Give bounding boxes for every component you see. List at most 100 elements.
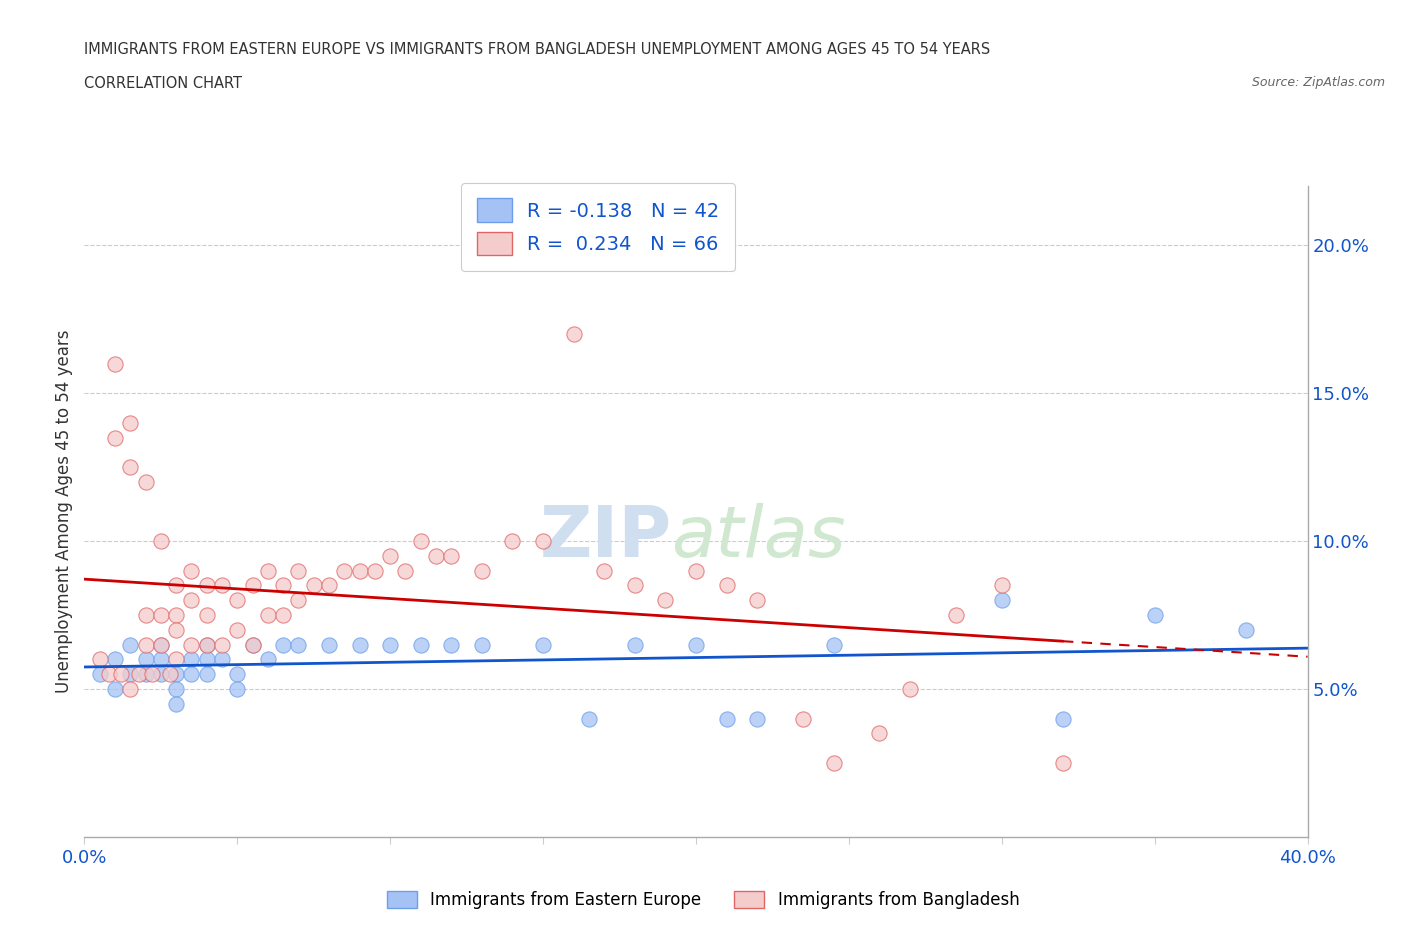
Legend: R = -0.138   N = 42, R =  0.234   N = 66: R = -0.138 N = 42, R = 0.234 N = 66: [461, 182, 735, 271]
Point: [471, 637, 494, 652]
Point: [242, 637, 264, 652]
Point: [425, 549, 447, 564]
Point: [89, 667, 111, 682]
Point: [120, 416, 142, 431]
Point: [1052, 711, 1074, 726]
Point: [180, 592, 202, 607]
Point: [440, 637, 463, 652]
Point: [624, 578, 647, 593]
Point: [165, 697, 187, 711]
Point: [135, 652, 157, 667]
Point: [685, 564, 707, 578]
Y-axis label: Unemployment Among Ages 45 to 54 years: Unemployment Among Ages 45 to 54 years: [55, 330, 73, 693]
Point: [440, 549, 463, 564]
Point: [226, 667, 249, 682]
Point: [195, 652, 218, 667]
Point: [195, 578, 218, 593]
Point: [195, 637, 218, 652]
Point: [380, 549, 402, 564]
Point: [624, 637, 647, 652]
Point: [823, 755, 845, 770]
Point: [165, 682, 187, 697]
Point: [409, 637, 432, 652]
Point: [747, 711, 769, 726]
Point: [792, 711, 814, 726]
Point: [257, 564, 280, 578]
Point: [149, 534, 172, 549]
Point: [104, 652, 127, 667]
Point: [89, 652, 111, 667]
Point: [898, 682, 921, 697]
Point: [180, 564, 202, 578]
Text: CORRELATION CHART: CORRELATION CHART: [84, 76, 242, 91]
Point: [180, 637, 202, 652]
Point: [226, 622, 249, 637]
Point: [578, 711, 600, 726]
Point: [1143, 607, 1166, 622]
Point: [823, 637, 845, 652]
Point: [135, 667, 157, 682]
Point: [120, 667, 142, 682]
Point: [211, 578, 233, 593]
Point: [149, 637, 172, 652]
Point: [180, 667, 202, 682]
Text: ZIP: ZIP: [540, 503, 672, 572]
Point: [1052, 755, 1074, 770]
Point: [380, 637, 402, 652]
Point: [593, 564, 616, 578]
Point: [242, 637, 264, 652]
Point: [165, 667, 187, 682]
Point: [104, 682, 127, 697]
Point: [394, 564, 416, 578]
Point: [287, 564, 309, 578]
Point: [149, 652, 172, 667]
Point: [257, 652, 280, 667]
Point: [562, 326, 585, 341]
Point: [349, 564, 371, 578]
Point: [364, 564, 387, 578]
Point: [135, 607, 157, 622]
Point: [747, 592, 769, 607]
Point: [195, 637, 218, 652]
Point: [685, 637, 707, 652]
Point: [471, 564, 494, 578]
Point: [654, 592, 676, 607]
Point: [271, 607, 294, 622]
Point: [318, 637, 340, 652]
Point: [302, 578, 325, 593]
Point: [104, 356, 127, 371]
Text: IMMIGRANTS FROM EASTERN EUROPE VS IMMIGRANTS FROM BANGLADESH UNEMPLOYMENT AMONG : IMMIGRANTS FROM EASTERN EUROPE VS IMMIGR…: [84, 42, 991, 57]
Point: [287, 637, 309, 652]
Point: [271, 637, 294, 652]
Point: [409, 534, 432, 549]
Point: [257, 607, 280, 622]
Point: [110, 667, 132, 682]
Point: [165, 578, 187, 593]
Point: [195, 667, 218, 682]
Point: [226, 682, 249, 697]
Text: Source: ZipAtlas.com: Source: ZipAtlas.com: [1251, 76, 1385, 89]
Point: [531, 637, 554, 652]
Point: [991, 592, 1014, 607]
Point: [716, 711, 738, 726]
Point: [165, 607, 187, 622]
Point: [211, 637, 233, 652]
Point: [165, 652, 187, 667]
Point: [945, 607, 967, 622]
Point: [318, 578, 340, 593]
Point: [149, 667, 172, 682]
Point: [333, 564, 356, 578]
Point: [869, 726, 891, 741]
Point: [349, 637, 371, 652]
Legend: Immigrants from Eastern Europe, Immigrants from Bangladesh: Immigrants from Eastern Europe, Immigran…: [378, 883, 1028, 917]
Point: [120, 637, 142, 652]
Point: [135, 474, 157, 489]
Point: [271, 578, 294, 593]
Point: [149, 637, 172, 652]
Point: [97, 667, 120, 682]
Text: atlas: atlas: [672, 503, 846, 572]
Point: [135, 637, 157, 652]
Point: [141, 667, 163, 682]
Point: [120, 682, 142, 697]
Point: [104, 430, 127, 445]
